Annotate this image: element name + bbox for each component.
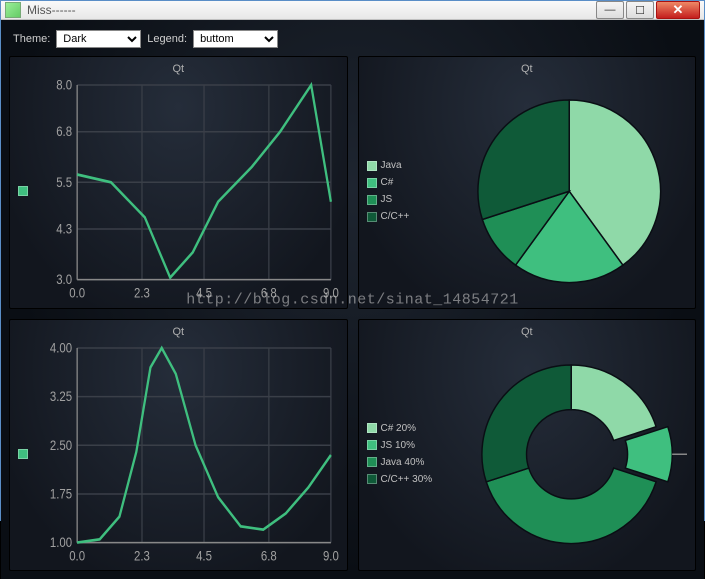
legend-swatch [367, 474, 377, 484]
window-title: Miss------ [27, 3, 596, 17]
legend-item: C/C++ 30% [367, 474, 433, 485]
svg-text:2.50: 2.50 [50, 437, 72, 452]
legend-swatch [367, 457, 377, 467]
legend-swatch [18, 449, 28, 459]
legend-label: Legend: [147, 33, 187, 45]
legend-item: C# 20% [367, 423, 433, 434]
svg-text:0.0: 0.0 [69, 286, 85, 301]
client-area: Theme: Dark Legend: buttom Qt 3.04.35.56… [1, 20, 704, 579]
theme-select[interactable]: Dark [56, 30, 141, 48]
chart-title: Qt [367, 326, 688, 338]
pie-legend: Java C# JS C/C++ [367, 160, 427, 222]
legend-swatch [367, 195, 377, 205]
legend-label: C/C++ 30% [381, 474, 433, 485]
svg-text:4.5: 4.5 [196, 286, 212, 301]
svg-text:9.0: 9.0 [323, 286, 339, 301]
titlebar[interactable]: Miss------ — ☐ ✕ [1, 1, 704, 20]
panel-donut-br: Qt C# 20% JS 10% Java 40% C/C++ 30% ... [358, 319, 697, 572]
legend-swatch [367, 212, 377, 222]
svg-text:6.8: 6.8 [56, 124, 72, 139]
chart-title: Qt [367, 63, 688, 75]
panel-line-tl: Qt 3.04.35.56.88.00.02.34.56.89.0 [9, 56, 348, 309]
svg-text:1.75: 1.75 [50, 486, 72, 501]
app-window: Miss------ — ☐ ✕ Theme: Dark Legend: but… [0, 0, 705, 521]
svg-text:3.25: 3.25 [50, 389, 72, 404]
legend-label: C/C++ [381, 211, 410, 222]
svg-text:6.8: 6.8 [261, 286, 277, 301]
panel-pie-tr: Qt Java C# JS C/C++ [358, 56, 697, 309]
spline-chart: 1.001.752.503.254.000.02.34.56.89.0 [34, 342, 339, 567]
maximize-button[interactable]: ☐ [626, 1, 654, 19]
legend-label: JS [381, 194, 393, 205]
svg-text:6.8: 6.8 [261, 548, 277, 563]
svg-text:2.3: 2.3 [134, 548, 150, 563]
close-button[interactable]: ✕ [656, 1, 700, 19]
legend-item: Java [367, 160, 427, 171]
legend-label: JS 10% [381, 440, 415, 451]
chart-title: Qt [18, 63, 339, 75]
chart-title: Qt [18, 326, 339, 338]
svg-text:5.5: 5.5 [56, 175, 72, 190]
chart-grid: Qt 3.04.35.56.88.00.02.34.56.89.0 Qt Jav… [9, 56, 696, 571]
window-buttons: — ☐ ✕ [596, 1, 700, 19]
donut-chart: ... [438, 342, 687, 567]
legend-swatch [367, 161, 377, 171]
line-chart: 3.04.35.56.88.00.02.34.56.89.0 [34, 79, 339, 304]
legend-label: C# 20% [381, 423, 417, 434]
legend-item: JS 10% [367, 440, 433, 451]
svg-text:8.0: 8.0 [56, 79, 72, 93]
legend-swatch [367, 423, 377, 433]
svg-text:4.3: 4.3 [56, 222, 72, 237]
legend-label: Java [381, 160, 402, 171]
pie-chart [433, 79, 688, 304]
legend-select[interactable]: buttom [193, 30, 278, 48]
legend-label: Java 40% [381, 457, 425, 468]
legend-item: JS [367, 194, 427, 205]
theme-label: Theme: [13, 33, 50, 45]
legend-swatch [18, 186, 28, 196]
svg-text:0.0: 0.0 [69, 548, 85, 563]
svg-text:4.00: 4.00 [50, 342, 72, 356]
toolbar: Theme: Dark Legend: buttom [9, 28, 696, 50]
panel-spline-bl: Qt 1.001.752.503.254.000.02.34.56.89.0 [9, 319, 348, 572]
svg-text:9.0: 9.0 [323, 548, 339, 563]
app-icon [5, 2, 21, 18]
legend-swatch [367, 178, 377, 188]
svg-text:2.3: 2.3 [134, 286, 150, 301]
minimize-button[interactable]: — [596, 1, 624, 19]
svg-text:4.5: 4.5 [196, 548, 212, 563]
legend-label: C# [381, 177, 394, 188]
legend-swatch [367, 440, 377, 450]
legend-item: C# [367, 177, 427, 188]
legend-item: Java 40% [367, 457, 433, 468]
donut-legend: C# 20% JS 10% Java 40% C/C++ 30% [367, 423, 433, 485]
legend-item: C/C++ [367, 211, 427, 222]
